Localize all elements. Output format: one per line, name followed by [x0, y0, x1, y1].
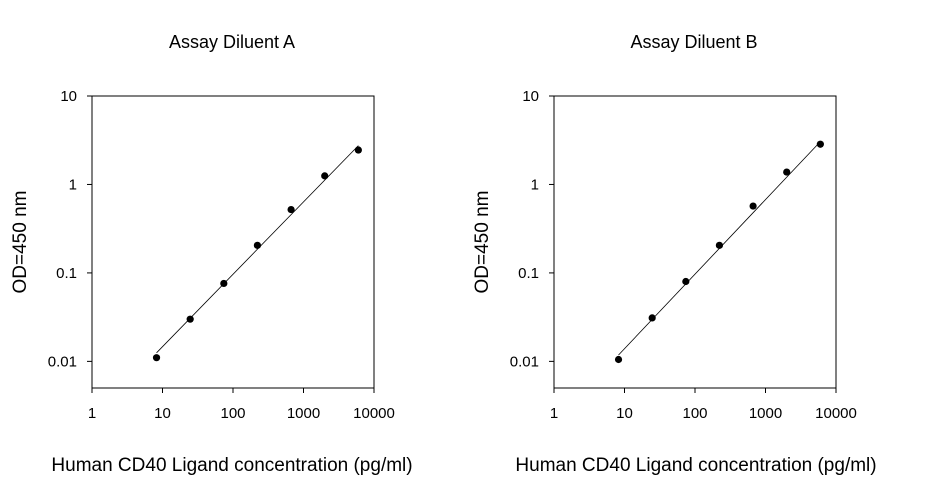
chart-b-data-point — [816, 140, 824, 148]
chart-b-ytick-label: 0.1 — [518, 265, 539, 282]
chart-a-data-point — [321, 172, 329, 180]
chart-a: Assay Diluent A 1 10 100 1000 100000.010.111… — [10, 32, 413, 476]
chart-a-data-point — [287, 205, 295, 214]
chart-b-data-point — [749, 202, 757, 210]
chart-a-ytick-label: 0.01 — [48, 353, 77, 370]
chart-b-plot-area — [553, 95, 837, 389]
chart-b-xlabel: Human CD40 Ligand concentration (pg/ml) — [515, 455, 876, 476]
chart-a-xtick-label: 1 — [88, 405, 96, 422]
chart-a-data-point — [354, 146, 362, 154]
chart-b-title: Assay Diluent B — [630, 32, 757, 52]
chart-b-xtick-label: 10 — [616, 405, 633, 422]
chart-a-title: Assay Diluent A — [169, 32, 295, 52]
chart-a-xlabel: Human CD40 Ligand concentration (pg/ml) — [51, 455, 412, 476]
chart-b-ticks: 1 10 100 1000 10000 0.01 0.1 1 10 — [510, 88, 857, 422]
chart-a-xtick-label: 10000 — [353, 405, 395, 422]
chart-a-ticks: 1 10 100 1000 10000 0.01 0.1 1 10 — [48, 88, 395, 422]
chart-a-xtick-label: 10 — [154, 405, 171, 422]
chart-a-data-point — [152, 354, 161, 362]
chart-a-xtick-label: 100 — [220, 405, 245, 422]
chart-b-data-point — [715, 241, 724, 249]
chart-a-ylabel: OD=450 nm — [10, 191, 31, 294]
chart-a-ytick-label: 10 — [60, 88, 77, 105]
chart-b: Assay Diluent B 1 10 100 1000 100000.010.111… — [472, 32, 877, 476]
chart-b-xtick-label: 1 — [550, 405, 558, 422]
chart-b-ytick-label: 10 — [522, 88, 539, 105]
chart-a-marks — [152, 145, 362, 362]
chart-b-data-point — [614, 355, 623, 364]
chart-b-data-point — [648, 314, 656, 322]
chart-a-xtick-label: 1000 — [287, 405, 320, 422]
chart-a-plot-area — [91, 95, 375, 389]
chart-b-data-point — [682, 277, 690, 286]
chart-a-data-point — [253, 241, 262, 249]
chart-b-xtick-label: 1000 — [749, 405, 782, 422]
chart-a-data-point — [220, 279, 228, 288]
chart-a-data-point — [186, 315, 194, 323]
chart-b-marks — [614, 140, 824, 364]
chart-b-ytick-label: 1 — [531, 176, 539, 193]
chart-b-xtick-label: 10000 — [815, 405, 857, 422]
chart-a-ytick-label: 0.1 — [56, 265, 77, 282]
chart-b-ytick-label: 0.01 — [510, 353, 539, 370]
chart-b-data-point — [783, 168, 791, 176]
chart-b-xtick-label: 100 — [682, 405, 707, 422]
chart-b-ylabel: OD=450 nm — [472, 191, 493, 294]
chart-a-ytick-label: 1 — [69, 176, 77, 193]
